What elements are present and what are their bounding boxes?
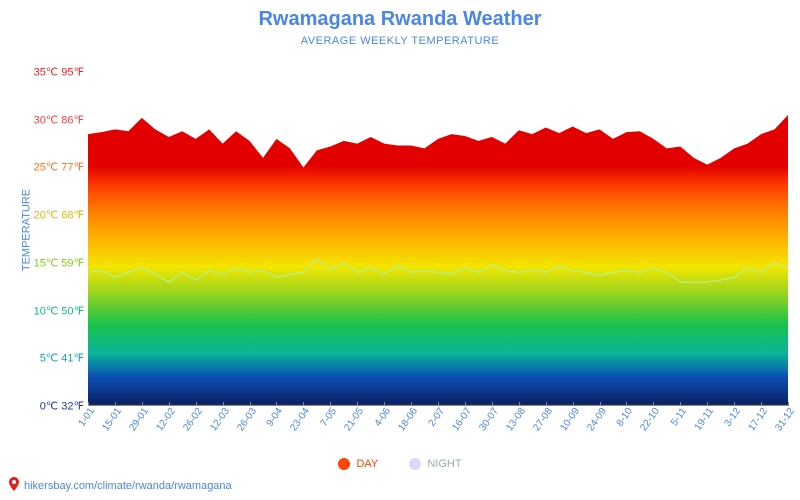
weather-chart-card: Rwamagana Rwanda Weather AVERAGE WEEKLY … [0, 0, 800, 500]
y-tick: 5℃ 41℉ [40, 352, 84, 365]
y-tick: 0℃ 32℉ [40, 400, 84, 413]
footer-link[interactable]: hikersbay.com/climate/rwanda/rwamagana [24, 480, 232, 492]
y-tick: 30℃ 86℉ [34, 113, 84, 126]
day-area [88, 115, 788, 406]
chart-title: Rwamagana Rwanda Weather [0, 8, 800, 31]
x-tick: 31-12 [773, 406, 797, 433]
x-tick: 19-11 [693, 406, 716, 433]
x-tick: 10-09 [558, 406, 582, 433]
x-axis-spacer [6, 406, 88, 454]
x-tick: 15-01 [100, 406, 124, 433]
legend-night-swatch [409, 458, 421, 470]
y-label-wrap: TEMPERATURE [6, 53, 24, 406]
x-tick: 29-01 [127, 406, 151, 433]
legend-night: NIGHT [409, 458, 461, 470]
chart-row: TEMPERATURE 0℃ 32℉5℃ 41℉10℃ 50℉15℃ 59℉20… [0, 47, 800, 406]
y-tick: 20℃ 68℉ [34, 209, 84, 222]
x-tick: 30-07 [477, 406, 501, 433]
header: Rwamagana Rwanda Weather AVERAGE WEEKLY … [0, 0, 800, 47]
x-tick: 17-12 [746, 406, 770, 433]
legend-day-swatch [338, 458, 350, 470]
y-tick: 15℃ 59℉ [34, 256, 84, 269]
y-axis: 0℃ 32℉5℃ 41℉10℃ 50℉15℃ 59℉20℃ 68℉25℃ 77℉… [24, 53, 88, 406]
legend-day-label: DAY [356, 458, 378, 470]
x-tick: 27-08 [531, 406, 555, 433]
x-tick: 18-06 [396, 406, 420, 433]
footer: hikersbay.com/climate/rwanda/rwamagana [0, 475, 800, 500]
x-tick: 9-04 [265, 406, 285, 429]
x-tick: 22-10 [639, 406, 663, 433]
x-tick: 13-08 [504, 406, 528, 433]
x-tick: 3-12 [723, 406, 743, 429]
plot-svg [88, 53, 788, 406]
legend-night-label: NIGHT [427, 458, 461, 470]
x-tick: 26-02 [181, 406, 205, 433]
x-tick: 5-11 [669, 406, 689, 428]
x-tick: 7-05 [319, 406, 339, 429]
x-tick: 12-03 [208, 406, 232, 433]
x-tick: 26-03 [235, 406, 259, 433]
x-tick: 2-07 [427, 406, 447, 429]
x-tick: 4-06 [373, 406, 393, 429]
x-axis: 1-0115-0129-0112-0226-0212-0326-039-0423… [88, 406, 788, 454]
x-axis-row: 1-0115-0129-0112-0226-0212-0326-039-0423… [0, 406, 800, 454]
x-tick: 12-02 [154, 406, 178, 433]
chart-subtitle: AVERAGE WEEKLY TEMPERATURE [0, 35, 800, 47]
x-tick: 16-07 [450, 406, 474, 433]
map-pin-icon [8, 477, 20, 494]
y-tick: 25℃ 77℉ [34, 161, 84, 174]
y-tick: 10℃ 50℉ [34, 304, 84, 317]
x-tick: 23-04 [289, 406, 313, 433]
x-tick: 24-09 [585, 406, 609, 433]
legend-day: DAY [338, 458, 378, 470]
y-tick: 35℃ 95℉ [34, 66, 84, 79]
plot-area [88, 53, 788, 406]
x-tick: 8-10 [615, 406, 635, 429]
legend: DAY NIGHT [0, 454, 800, 475]
x-tick: 21-05 [343, 406, 367, 433]
